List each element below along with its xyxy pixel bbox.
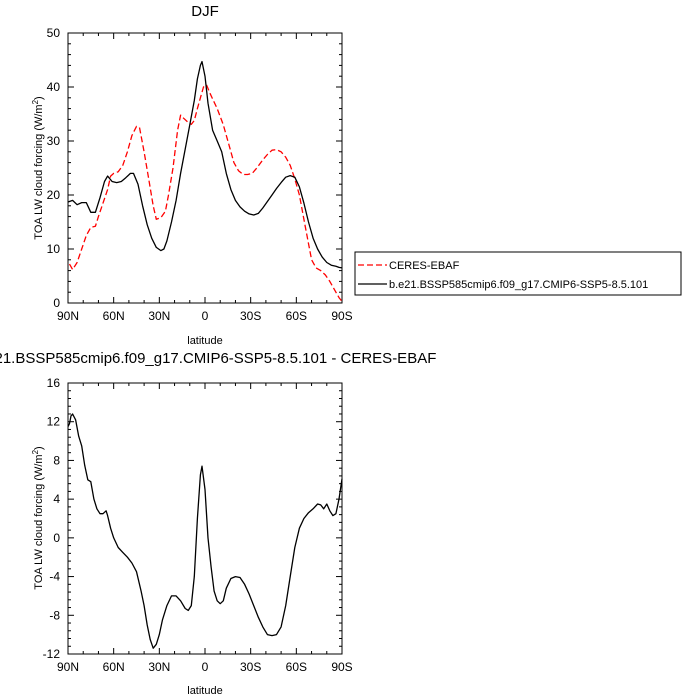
chart1-series-line-1: [67, 60, 343, 269]
chart1-xtick-label: 30S: [240, 309, 261, 323]
chart1-ylabel-suffix: ): [33, 96, 45, 100]
chart1-ylabel: TOA LW cloud forcing (W/m2): [31, 96, 46, 239]
chart1-series-line-0: [68, 84, 343, 302]
legend-label-ceres: CERES-EBAF: [389, 260, 460, 272]
legend-label-model: b.e21.BSSP585cmip6.f09_g17.CMIP6-SSP5-8.…: [389, 279, 648, 291]
chart1-ytick-label: 40: [47, 80, 61, 94]
chart1-title: DJF: [191, 3, 219, 20]
chart1-plot: 0 10 20 30 40 50 90N 60N 30N 0 30S 60S 90S: [47, 26, 353, 323]
chart2-ytick-label: 0: [53, 531, 60, 545]
chart2-xtick-label: 60S: [286, 660, 307, 674]
chart2-xtick-label: 30S: [240, 660, 261, 674]
chart2-xtick-label: 90S: [331, 660, 352, 674]
chart1-ylabel-sup: 2: [31, 99, 40, 104]
chart2-plot: -12 -8 -4 0 4 8 12 16 90N 60N 30N 0 30S 60S 90S: [43, 376, 353, 674]
chart2-ytick-label: 12: [47, 415, 61, 429]
chart2-ytick-label: -4: [49, 570, 60, 584]
chart2-series-line-0: [67, 413, 343, 649]
chart1-ytick-label: 20: [47, 188, 61, 202]
chart1-legend: CERES-EBAF b.e21.BSSP585cmip6.f09_g17.CM…: [354, 251, 682, 296]
chart2-xtick-label: 90N: [57, 660, 79, 674]
chart2-ylabel-main: TOA LW cloud forcing (W/m: [33, 454, 45, 589]
chart2-ylabel-sup: 2: [31, 449, 40, 454]
chart2-title: b.e21.BSSP585cmip6.f09_g17.CMIP6-SSP5-8.…: [0, 350, 436, 367]
chart1-xtick-label: 30N: [148, 309, 170, 323]
chart1-ytick-label: 50: [47, 26, 61, 40]
legend-box: [354, 251, 682, 296]
chart2-ytick-label: 16: [47, 376, 61, 390]
chart1-xtick-label: 90N: [57, 309, 79, 323]
chart2-ytick-label: -12: [43, 647, 61, 661]
chart2-xlabel: latitude: [187, 685, 222, 697]
chart2-xtick-label: 0: [202, 660, 209, 674]
chart2-ytick-label: 8: [53, 453, 60, 467]
chart2-ylabel: TOA LW cloud forcing (W/m2): [31, 446, 46, 589]
chart1-xtick-label: 0: [202, 309, 209, 323]
chart1-ytick-label: 0: [53, 296, 60, 310]
chart1-xtick-label: 90S: [331, 309, 352, 323]
chart2-frame: [67, 382, 343, 655]
chart1-xlabel: latitude: [187, 335, 222, 347]
chart2-ylabel-suffix: ): [33, 446, 45, 450]
chart1-xtick-label: 60N: [103, 309, 125, 323]
chart1-xtick-label: 60S: [286, 309, 307, 323]
chart2-xtick-label: 60N: [103, 660, 125, 674]
chart2-xtick-label: 30N: [148, 660, 170, 674]
chart1-ylabel-main: TOA LW cloud forcing (W/m: [33, 104, 45, 239]
chart2-ytick-label: -8: [49, 608, 60, 622]
chart2-ytick-label: 4: [53, 492, 60, 506]
chart1-ytick-label: 30: [47, 134, 61, 148]
chart1-ytick-label: 10: [47, 242, 61, 256]
